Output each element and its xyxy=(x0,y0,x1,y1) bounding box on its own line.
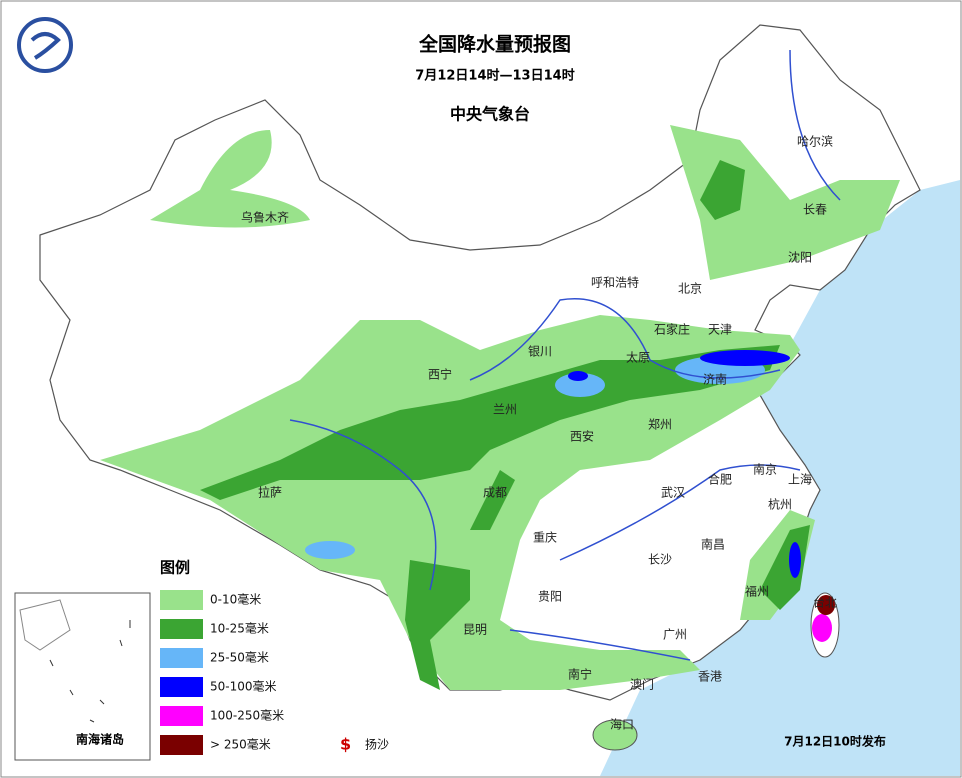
rain-area xyxy=(100,315,800,690)
city-label: 呼和浩特 xyxy=(591,275,639,290)
city-label: 南宁 xyxy=(568,667,592,682)
city-label: 长沙 xyxy=(648,553,672,567)
city-label: 济南 xyxy=(703,372,727,387)
legend-swatch xyxy=(160,677,203,697)
city-label: 海口 xyxy=(610,717,634,732)
inset-label: 南海诸岛 xyxy=(76,732,124,747)
city-label: 银川 xyxy=(528,345,552,359)
city-label: 乌鲁木齐 xyxy=(241,210,289,225)
rivers xyxy=(289,49,841,661)
rain-area xyxy=(700,350,790,366)
sandstorm-symbol: $ xyxy=(340,735,351,754)
city-label: 郑州 xyxy=(648,417,672,432)
rain-area xyxy=(812,614,832,642)
agency: 中央气象台 xyxy=(450,105,530,124)
rain-area xyxy=(568,371,588,381)
legend-swatch xyxy=(160,590,203,610)
legend-label: > 250毫米 xyxy=(210,737,271,752)
city-label: 贵阳 xyxy=(538,590,562,604)
city-label: 台北 xyxy=(813,595,837,610)
logo-mark xyxy=(30,32,61,60)
city-label: 哈尔滨 xyxy=(797,134,833,149)
inset-islands xyxy=(49,620,131,723)
city-label: 杭州 xyxy=(768,497,792,512)
rain-area xyxy=(305,541,355,559)
city-label: 北京 xyxy=(678,282,702,296)
city-label: 南昌 xyxy=(701,537,725,552)
legend-label: 100-250毫米 xyxy=(210,708,284,723)
legend-swatch xyxy=(160,706,203,726)
legend-swatch xyxy=(160,735,203,755)
legend: 0-10毫米 10-25毫米 25-50毫米 50-100毫米 100-250毫米 > 2… xyxy=(160,590,284,755)
legend-swatch xyxy=(160,619,203,639)
rain-area xyxy=(789,542,801,578)
inset: 南海诸岛 xyxy=(14,592,151,761)
rain-area xyxy=(200,345,780,500)
city-label: 合肥 xyxy=(708,472,732,487)
rain-area xyxy=(555,373,605,397)
rain-area xyxy=(470,470,515,530)
logo xyxy=(17,17,73,73)
city-label: 成都 xyxy=(483,486,507,500)
legend-label: 25-50毫米 xyxy=(210,650,269,665)
city-label: 拉萨 xyxy=(258,485,282,500)
issued: 7月12日10时发布 xyxy=(784,734,886,749)
subtitle: 7月12日14时—13日14时 xyxy=(415,68,574,84)
legend-label: 10-25毫米 xyxy=(210,621,269,636)
city-label: 香港 xyxy=(698,670,722,684)
city-label: 天津 xyxy=(708,323,732,337)
hainan xyxy=(592,719,638,751)
rain-area xyxy=(405,560,470,690)
legend-label: 0-10毫米 xyxy=(210,592,261,607)
legend-swatch xyxy=(160,648,203,668)
city-label: 广州 xyxy=(663,628,687,642)
city-label: 昆明 xyxy=(463,623,487,637)
city-label: 福州 xyxy=(745,584,769,599)
rain-area xyxy=(700,160,745,220)
city-label: 沈阳 xyxy=(788,250,812,265)
legend-title: 图例 xyxy=(160,559,190,577)
city-label: 南京 xyxy=(753,462,777,477)
sea xyxy=(600,180,960,776)
rain-area xyxy=(817,595,835,615)
rain-area xyxy=(150,130,310,228)
city-label: 太原 xyxy=(626,350,650,365)
city-label: 上海 xyxy=(788,472,812,487)
city-label: 长春 xyxy=(803,203,827,217)
sandstorm-label: 扬沙 xyxy=(365,737,389,752)
city-label: 兰州 xyxy=(493,403,517,417)
city-label: 西宁 xyxy=(428,367,452,382)
city-label: 澳门 xyxy=(630,677,654,692)
city-label: 石家庄 xyxy=(654,322,690,337)
city-label: 西安 xyxy=(570,429,594,444)
city-label: 重庆 xyxy=(533,531,557,545)
city-label: 武汉 xyxy=(661,486,685,500)
inset-land xyxy=(19,599,71,651)
legend-label: 50-100毫米 xyxy=(210,679,277,694)
rain-areas xyxy=(100,125,900,690)
title: 全国降水量预报图 xyxy=(418,33,571,56)
